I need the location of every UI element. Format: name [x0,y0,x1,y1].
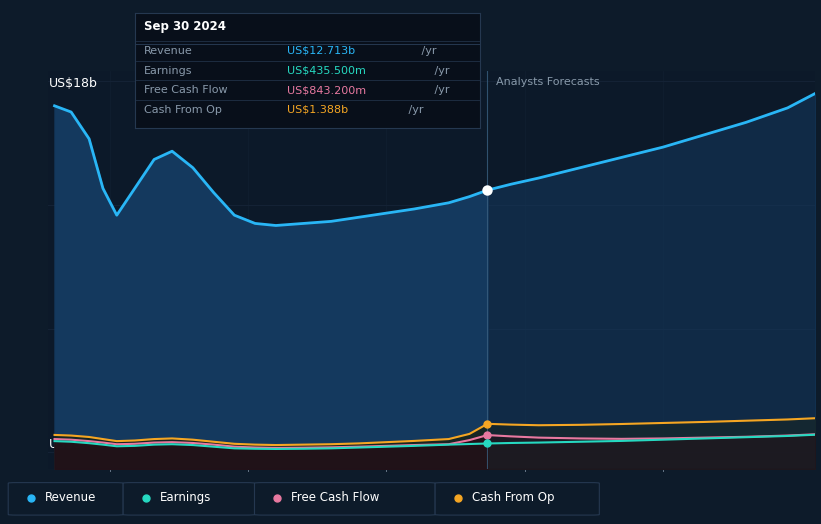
Text: /yr: /yr [418,46,437,56]
FancyBboxPatch shape [435,483,599,515]
Text: Free Cash Flow: Free Cash Flow [291,492,380,504]
FancyBboxPatch shape [255,483,435,515]
Text: US$18b: US$18b [48,77,97,90]
Text: Sep 30 2024: Sep 30 2024 [144,20,226,34]
Text: /yr: /yr [405,105,424,115]
Text: US$435.500m: US$435.500m [287,66,365,75]
Text: Analysts Forecasts: Analysts Forecasts [496,77,599,87]
Text: Revenue: Revenue [45,492,97,504]
FancyBboxPatch shape [8,483,123,515]
Text: Revenue: Revenue [144,46,192,56]
Text: Earnings: Earnings [144,66,192,75]
Text: /yr: /yr [431,85,450,95]
Text: US$0: US$0 [48,438,81,451]
Text: US$843.200m: US$843.200m [287,85,366,95]
Text: Cash From Op: Cash From Op [144,105,222,115]
Text: Free Cash Flow: Free Cash Flow [144,85,227,95]
Text: US$1.388b: US$1.388b [287,105,348,115]
Text: Earnings: Earnings [160,492,212,504]
Text: /yr: /yr [431,66,450,75]
Text: Cash From Op: Cash From Op [472,492,554,504]
Text: US$12.713b: US$12.713b [287,46,355,56]
FancyBboxPatch shape [123,483,255,515]
Text: Past: Past [459,77,482,87]
